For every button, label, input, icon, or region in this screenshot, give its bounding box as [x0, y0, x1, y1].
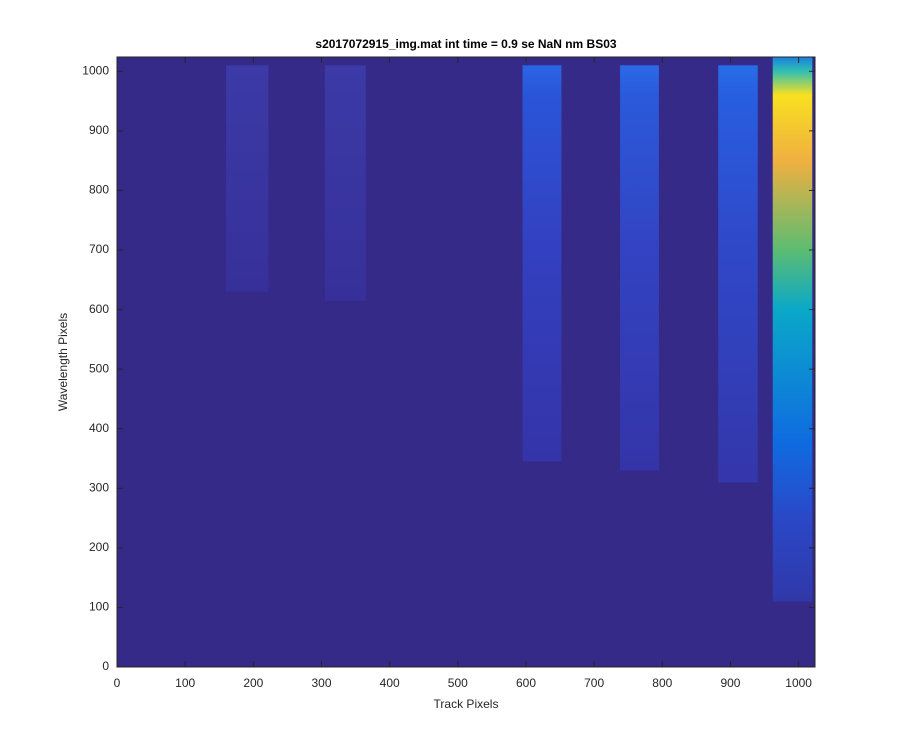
intensity-band: [718, 65, 758, 483]
y-tick-label: 100: [89, 600, 109, 614]
x-tick-label: 300: [311, 676, 331, 690]
y-tick-label: 900: [89, 123, 109, 137]
y-axis-label: Wavelength Pixels: [56, 313, 70, 411]
y-tick-label: 0: [102, 659, 109, 673]
x-tick-label: 800: [652, 676, 672, 690]
y-tick-label: 200: [89, 540, 109, 554]
x-tick-label: 0: [114, 676, 121, 690]
x-tick-label: 900: [720, 676, 740, 690]
y-tick-label: 1000: [82, 63, 109, 77]
plot-area: [117, 57, 815, 667]
x-tick-label: 700: [584, 676, 604, 690]
y-tick-label: 500: [89, 361, 109, 375]
x-tick-label: 200: [243, 676, 263, 690]
x-tick-label: 1000: [785, 676, 812, 690]
intensity-band: [772, 57, 813, 602]
x-tick-label: 400: [380, 676, 400, 690]
x-tick-label: 100: [175, 676, 195, 690]
y-tick-label: 400: [89, 421, 109, 435]
y-tick-label: 700: [89, 242, 109, 256]
x-tick-label: 500: [448, 676, 468, 690]
y-tick-label: 800: [89, 183, 109, 197]
y-tick-label: 600: [89, 302, 109, 316]
y-tick-label: 300: [89, 480, 109, 494]
chart-title: s2017072915_img.mat int time = 0.9 se Na…: [315, 37, 616, 51]
intensity-band: [226, 65, 269, 292]
x-axis-label: Track Pixels: [434, 697, 499, 711]
intensity-band: [324, 65, 366, 301]
heatmap-background: [117, 57, 815, 667]
intensity-band: [522, 65, 562, 462]
axes-box: [116, 56, 816, 668]
x-tick-label: 600: [516, 676, 536, 690]
intensity-band: [620, 65, 659, 471]
